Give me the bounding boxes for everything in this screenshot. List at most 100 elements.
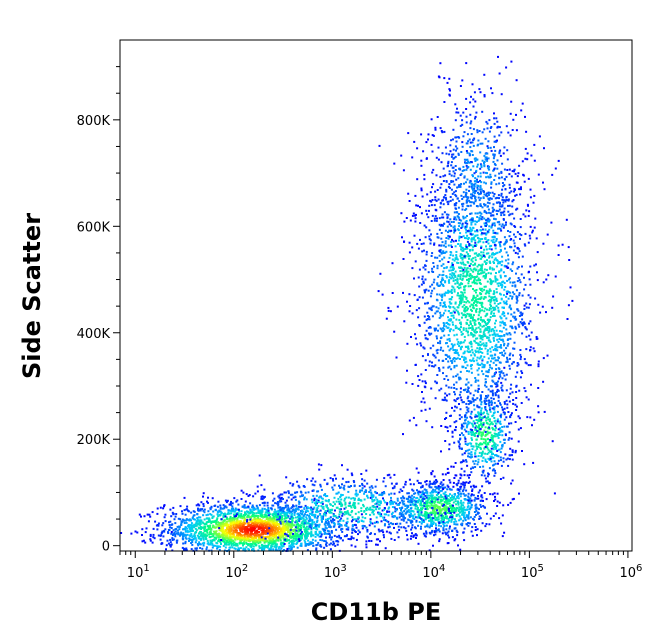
event-point bbox=[394, 523, 397, 525]
event-point bbox=[269, 537, 272, 540]
event-point bbox=[312, 507, 315, 510]
event-point bbox=[335, 492, 338, 495]
event-point bbox=[400, 497, 403, 500]
event-point bbox=[416, 489, 418, 492]
event-point bbox=[200, 526, 203, 529]
event-point bbox=[291, 484, 294, 487]
event-point bbox=[235, 531, 238, 534]
event-point bbox=[214, 544, 217, 547]
event-point bbox=[191, 541, 194, 543]
event-point bbox=[308, 543, 311, 546]
event-point bbox=[235, 529, 238, 532]
event-point bbox=[236, 544, 239, 547]
event-point bbox=[283, 524, 286, 527]
event-point bbox=[313, 499, 316, 502]
event-point bbox=[331, 505, 334, 507]
event-point bbox=[222, 544, 225, 547]
event-point bbox=[451, 516, 454, 519]
event-point bbox=[161, 524, 164, 527]
event-point bbox=[448, 527, 451, 530]
event-point bbox=[225, 517, 228, 520]
event-point bbox=[219, 506, 222, 509]
event-point bbox=[447, 517, 450, 520]
event-point bbox=[195, 522, 198, 525]
event-point bbox=[293, 509, 296, 512]
event-point bbox=[451, 498, 454, 501]
event-point bbox=[313, 484, 316, 487]
event-point bbox=[421, 275, 424, 278]
event-point bbox=[247, 495, 250, 497]
event-point bbox=[376, 505, 379, 508]
event-point bbox=[390, 499, 393, 502]
event-point bbox=[421, 491, 424, 494]
event-point bbox=[375, 516, 378, 519]
event-point bbox=[273, 523, 276, 526]
event-point bbox=[395, 509, 398, 512]
event-point bbox=[511, 479, 514, 482]
event-point bbox=[269, 540, 272, 543]
event-point bbox=[349, 538, 352, 541]
event-point bbox=[457, 441, 460, 444]
event-point bbox=[171, 539, 174, 541]
event-point bbox=[487, 402, 490, 405]
event-point bbox=[340, 498, 343, 501]
event-point bbox=[242, 491, 245, 494]
event-point bbox=[469, 431, 472, 434]
event-point bbox=[201, 526, 204, 529]
event-point bbox=[488, 330, 491, 332]
event-point bbox=[441, 504, 444, 507]
event-point bbox=[242, 544, 244, 547]
event-point bbox=[245, 493, 248, 496]
event-point bbox=[486, 433, 489, 436]
event-point bbox=[428, 497, 431, 499]
event-point bbox=[452, 497, 455, 500]
event-point bbox=[382, 518, 385, 521]
event-point bbox=[485, 444, 488, 447]
event-point bbox=[266, 501, 269, 504]
event-point bbox=[489, 410, 492, 413]
event-point bbox=[465, 515, 468, 518]
event-point bbox=[313, 521, 316, 524]
event-point bbox=[263, 546, 266, 549]
event-point bbox=[413, 500, 416, 503]
event-point bbox=[495, 265, 498, 268]
event-point bbox=[453, 441, 456, 444]
event-point bbox=[238, 548, 240, 551]
event-point bbox=[260, 520, 263, 523]
event-point bbox=[418, 516, 421, 519]
event-point bbox=[195, 504, 198, 507]
event-point bbox=[302, 485, 305, 487]
event-point bbox=[270, 533, 273, 536]
event-point bbox=[408, 499, 411, 502]
event-point bbox=[263, 507, 266, 510]
event-point bbox=[400, 526, 403, 529]
event-point bbox=[243, 535, 246, 538]
event-point bbox=[231, 517, 234, 520]
event-point bbox=[270, 507, 273, 510]
event-point bbox=[352, 497, 355, 500]
event-point bbox=[226, 528, 229, 531]
event-point bbox=[460, 492, 463, 495]
event-point bbox=[494, 512, 497, 515]
event-point bbox=[290, 548, 293, 550]
event-point bbox=[248, 540, 251, 543]
event-point bbox=[393, 486, 396, 489]
event-point bbox=[467, 420, 470, 423]
event-point bbox=[287, 496, 290, 499]
event-point bbox=[222, 530, 225, 533]
event-point bbox=[329, 534, 331, 537]
event-point bbox=[175, 541, 178, 544]
event-point bbox=[494, 472, 497, 475]
event-point bbox=[487, 416, 490, 419]
event-point bbox=[470, 485, 472, 488]
event-point bbox=[383, 524, 386, 527]
event-point bbox=[335, 477, 337, 480]
event-point bbox=[517, 277, 520, 279]
event-point bbox=[461, 316, 463, 319]
event-point bbox=[340, 505, 343, 508]
event-point bbox=[480, 233, 483, 236]
event-point bbox=[500, 447, 503, 450]
event-point bbox=[420, 517, 422, 520]
event-point bbox=[192, 526, 195, 529]
event-point bbox=[251, 519, 254, 522]
